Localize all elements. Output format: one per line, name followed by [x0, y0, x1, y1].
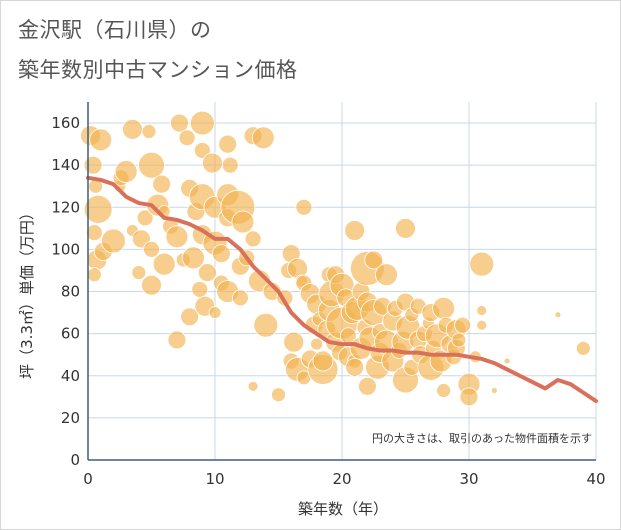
y-tick-label: 80 — [61, 283, 80, 301]
bubble-point — [167, 330, 187, 350]
bubble-point — [231, 289, 249, 307]
y-tick-label: 60 — [61, 325, 80, 343]
bubble-point — [231, 210, 255, 234]
bubble-point — [310, 337, 324, 351]
bubble-point — [152, 174, 172, 194]
bubble-point — [364, 250, 384, 270]
bubble-point — [122, 118, 143, 140]
x-tick-label: 20 — [332, 470, 351, 488]
bubble-point — [141, 124, 157, 139]
bubble-point — [375, 263, 398, 287]
bubble-size-note: 円の大きさは、取引のあった物件面積を示す — [372, 431, 592, 445]
bubble-point — [476, 305, 488, 316]
bubble-point — [476, 319, 488, 331]
bubble-point — [114, 160, 138, 183]
bubble-point — [454, 316, 472, 334]
bubble-point — [283, 331, 305, 353]
bubble-point — [191, 281, 209, 298]
x-axis-label: 築年数（年） — [298, 500, 388, 518]
bubble-point — [170, 113, 189, 133]
x-tick-label: 40 — [586, 470, 605, 488]
bubble-point — [189, 110, 215, 136]
bubble-point — [83, 155, 103, 175]
bubble-point — [295, 198, 313, 216]
chart-title-line1: 金沢駅（石川県）の — [18, 18, 212, 42]
bubble-point — [244, 230, 262, 248]
bubble-point — [218, 134, 238, 154]
bubble-point — [208, 306, 222, 319]
bubble-point — [141, 274, 162, 296]
bubble-point — [136, 209, 154, 227]
bubble-point — [554, 311, 562, 319]
y-tick-label: 100 — [51, 240, 80, 258]
bubble-point — [451, 332, 467, 348]
bubble-point — [165, 225, 189, 249]
bubble-point — [312, 350, 334, 372]
axes — [87, 102, 596, 461]
y-tick-label: 20 — [61, 409, 80, 427]
y-tick-label: 160 — [51, 114, 80, 132]
bubble-point — [138, 151, 165, 179]
bubble-point — [197, 263, 217, 282]
x-tick-label: 30 — [459, 470, 478, 488]
bubble-point — [503, 357, 511, 365]
bubble-point — [357, 376, 377, 396]
y-axis-label: 坪（3.3㎡）単価（万円） — [18, 205, 36, 379]
trend-line — [86, 175, 598, 404]
bubble-point — [178, 129, 196, 147]
bubble-point — [436, 383, 452, 398]
bubble-point — [193, 142, 211, 159]
y-tick-label: 140 — [51, 156, 80, 174]
x-tick-label: 0 — [83, 470, 93, 488]
y-tick-label: 120 — [51, 198, 80, 216]
bubble-point — [131, 265, 147, 280]
bubble-point — [202, 152, 223, 174]
bubble-point — [575, 340, 591, 356]
bubble-point — [211, 244, 231, 264]
y-tick-label: 0 — [70, 451, 80, 469]
bubble-point — [344, 220, 366, 241]
tick-labels: 0 20 40 60 80 100 120 140 160 0 10 20 30 40 — [51, 114, 605, 488]
bubble-point — [432, 296, 456, 320]
bubble-point — [271, 387, 286, 403]
bubble-point — [83, 194, 113, 224]
bubble-point — [182, 246, 205, 270]
x-tick-label: 10 — [205, 470, 224, 488]
bubble-point — [180, 307, 200, 327]
bubble-point — [459, 387, 479, 407]
bubble-point — [89, 128, 113, 152]
bubble-point — [143, 241, 160, 258]
bubble-point — [469, 251, 495, 277]
bubble-point — [251, 126, 275, 150]
chart-title-line2: 築年数別中古マンション価格 — [18, 58, 298, 82]
bubble-point — [85, 224, 103, 241]
bubble-point — [221, 156, 239, 174]
y-tick-label: 40 — [61, 367, 80, 385]
bubble-point — [247, 380, 259, 392]
bubble-point — [86, 267, 102, 283]
bubble-point — [101, 228, 126, 254]
bubble-series — [80, 110, 591, 407]
bubble-point — [345, 357, 365, 377]
bubble-point — [253, 312, 279, 338]
bubble-point — [490, 387, 498, 394]
bubble-point — [152, 252, 176, 276]
bubble-point — [395, 217, 416, 239]
